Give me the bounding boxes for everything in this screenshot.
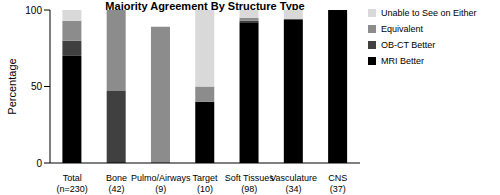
svg-text:Bone(42): Bone(42) bbox=[106, 173, 127, 194]
html-text:OB-CT Better: OB-CT Better bbox=[381, 40, 436, 50]
svg-text:Vasculature(34): Vasculature(34) bbox=[270, 173, 317, 194]
svg-text:Percentage: Percentage bbox=[8, 58, 18, 114]
html-text:Majority Agreement By Structur: Majority Agreement By Structure Type bbox=[105, 0, 305, 12]
svg-text:Soft Tissues(98): Soft Tissues(98) bbox=[225, 173, 275, 194]
svg-text:Target(10): Target(10) bbox=[192, 173, 218, 194]
svg-text:Total(n=230): Total(n=230) bbox=[57, 173, 88, 194]
svg-text:100: 100 bbox=[25, 5, 42, 16]
svg-text:0: 0 bbox=[36, 158, 42, 169]
svg-text:CNS(37): CNS(37) bbox=[328, 173, 347, 194]
html-text:Equivalent: Equivalent bbox=[381, 24, 423, 34]
svg-text:50: 50 bbox=[31, 81, 43, 92]
svg-text:Pulmo/Airways(9): Pulmo/Airways(9) bbox=[131, 173, 191, 194]
html-text:MRI Better: MRI Better bbox=[381, 56, 424, 66]
html-text:Unable to See on Either: Unable to See on Either bbox=[381, 8, 477, 18]
